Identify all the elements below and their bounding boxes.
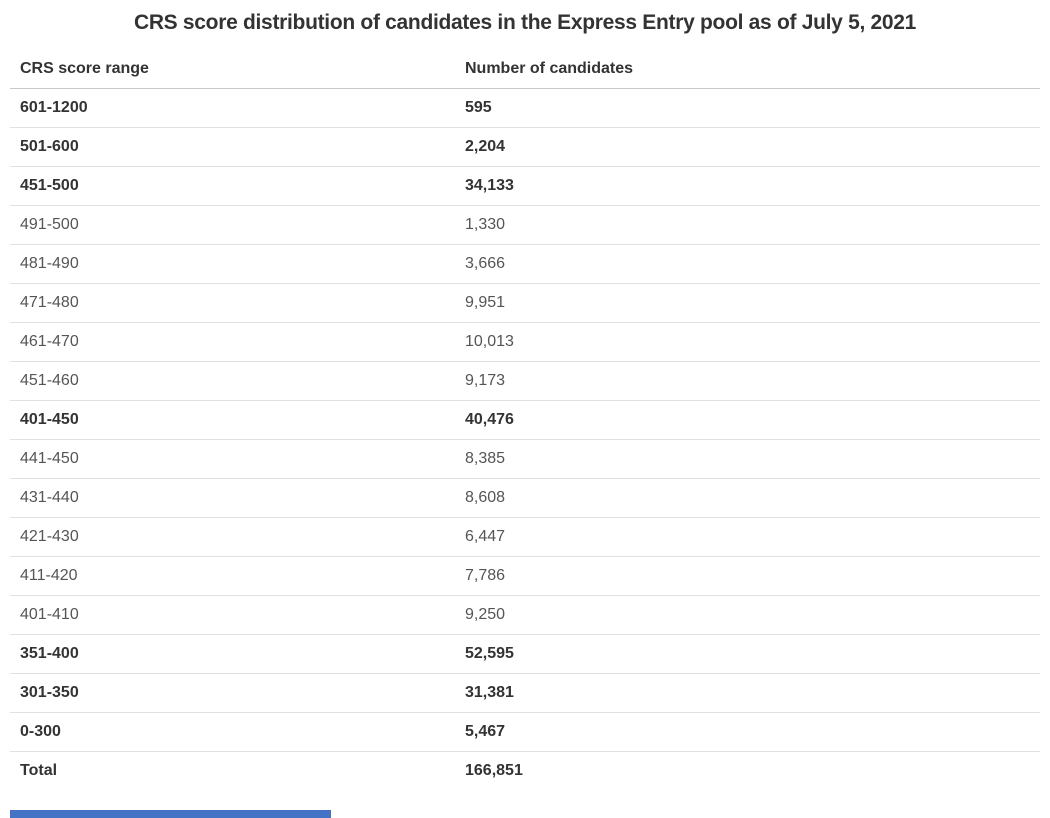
candidate-count-cell: 9,951 — [455, 283, 1040, 323]
score-range-cell: 401-450 — [10, 400, 455, 440]
score-range-cell: 481-490 — [10, 244, 455, 284]
table-row: 461-470 10,013 — [10, 322, 1040, 362]
score-range-cell: 451-500 — [10, 166, 455, 206]
table-row: 441-450 8,385 — [10, 439, 1040, 479]
candidate-count-cell: 3,666 — [455, 244, 1040, 284]
table-row: 601-1200 595 — [10, 88, 1040, 128]
candidate-count-cell: 9,173 — [455, 361, 1040, 401]
candidate-count-cell: 9,250 — [455, 595, 1040, 635]
candidate-count-cell: 7,786 — [455, 556, 1040, 596]
column-header-score-range: CRS score range — [10, 55, 455, 89]
candidate-count-cell: 52,595 — [455, 634, 1040, 674]
page-title: CRS score distribution of candidates in … — [133, 11, 917, 34]
table-row: 301-350 31,381 — [10, 673, 1040, 713]
table-row: 401-410 9,250 — [10, 595, 1040, 635]
table-row: 451-460 9,173 — [10, 361, 1040, 401]
candidate-count-cell: 595 — [455, 88, 1040, 128]
score-range-cell: 0-300 — [10, 712, 455, 752]
score-range-cell: 471-480 — [10, 283, 455, 323]
candidate-count-cell: 6,447 — [455, 517, 1040, 557]
score-range-cell: 411-420 — [10, 556, 455, 596]
candidate-count-cell: 1,330 — [455, 205, 1040, 245]
score-range-cell: 401-410 — [10, 595, 455, 635]
candidate-count-cell: 2,204 — [455, 127, 1040, 167]
score-range-cell: Total — [20, 761, 58, 779]
candidate-count-cell: 166,851 — [465, 761, 523, 779]
candidate-count-cell: 8,385 — [455, 439, 1040, 479]
bottom-blue-bar — [10, 810, 331, 818]
table-body: 601-1200 595 501-600 2,204 451-500 34,13… — [10, 88, 1040, 790]
candidate-count-cell: 10,013 — [455, 322, 1040, 362]
table-row: 451-500 34,133 — [10, 166, 1040, 206]
score-range-cell: 601-1200 — [10, 88, 455, 128]
table-row: 481-490 3,666 — [10, 244, 1040, 284]
candidate-count-cell: 8,608 — [455, 478, 1040, 518]
candidate-count-cell: 31,381 — [455, 673, 1040, 713]
score-range-cell: 301-350 — [10, 673, 455, 713]
crs-score-table: CRS score range Number of candidates 601… — [10, 55, 1040, 790]
score-range-cell: 451-460 — [10, 361, 455, 401]
score-range-cell: 461-470 — [10, 322, 455, 362]
table-row: Total 166,851 — [10, 751, 1040, 790]
table-row: 411-420 7,786 — [10, 556, 1040, 596]
candidate-count-cell: 40,476 — [455, 400, 1040, 440]
candidate-count-cell: 5,467 — [455, 712, 1040, 752]
score-range-cell: 501-600 — [10, 127, 455, 167]
table-row: 471-480 9,951 — [10, 283, 1040, 323]
candidate-count-cell: 34,133 — [455, 166, 1040, 206]
score-range-cell: 491-500 — [10, 205, 455, 245]
table-row: 501-600 2,204 — [10, 127, 1040, 167]
table-header: CRS score range Number of candidates — [10, 55, 1040, 89]
score-range-cell: 431-440 — [10, 478, 455, 518]
table-header-row: CRS score range Number of candidates — [10, 55, 1040, 89]
table-row: 491-500 1,330 — [10, 205, 1040, 245]
table-row: 351-400 52,595 — [10, 634, 1040, 674]
table-row: 401-450 40,476 — [10, 400, 1040, 440]
table-row: 431-440 8,608 — [10, 478, 1040, 518]
column-header-candidates: Number of candidates — [455, 55, 1040, 89]
score-range-cell: 351-400 — [10, 634, 455, 674]
table-row: 0-300 5,467 — [10, 712, 1040, 752]
table-row: 421-430 6,447 — [10, 517, 1040, 557]
score-range-cell: 441-450 — [10, 439, 455, 479]
score-range-cell: 421-430 — [10, 517, 455, 557]
